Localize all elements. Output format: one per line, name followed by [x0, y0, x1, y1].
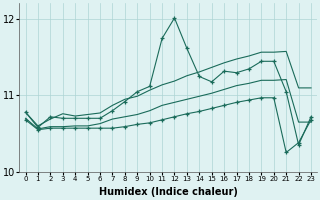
X-axis label: Humidex (Indice chaleur): Humidex (Indice chaleur) — [99, 187, 238, 197]
